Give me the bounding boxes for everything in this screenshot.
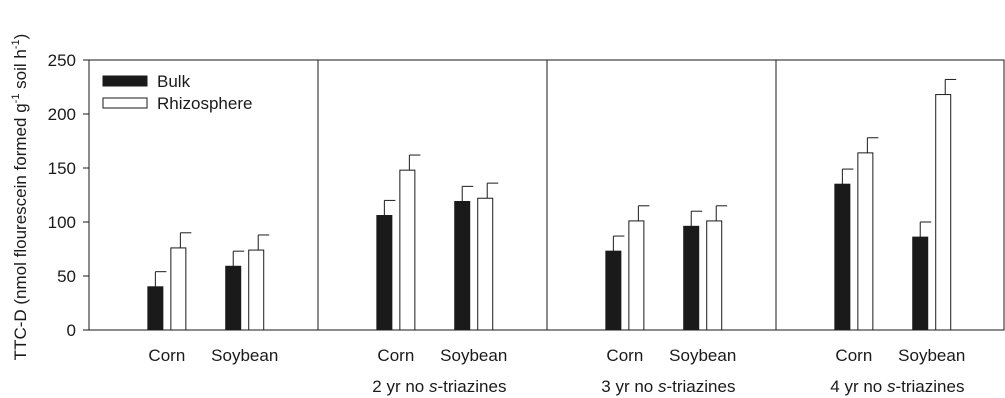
panel-label-part: 3 yr no bbox=[601, 377, 658, 396]
legend: Bulk Rhizosphere bbox=[102, 72, 252, 113]
panel-label-italic: s bbox=[887, 377, 896, 396]
x-category-label: Soybean bbox=[898, 346, 965, 365]
x-category-label: Corn bbox=[377, 346, 414, 365]
bar-bulk bbox=[454, 200, 471, 331]
bar-rhizosphere bbox=[399, 169, 416, 331]
y-tick-label: 250 bbox=[48, 51, 76, 70]
x-category-label: Corn bbox=[606, 346, 643, 365]
bar-rhizosphere bbox=[857, 152, 874, 331]
panel-label-part: -triazines bbox=[895, 377, 964, 396]
legend-label: Rhizosphere bbox=[157, 94, 252, 113]
bar-bulk bbox=[376, 215, 393, 331]
panel-label-part: 2 yr no bbox=[372, 377, 429, 396]
bar-bulk bbox=[683, 225, 700, 331]
y-tick-label: 50 bbox=[57, 267, 76, 286]
x-category-label: Soybean bbox=[669, 346, 736, 365]
panel-label-part: 4 yr no bbox=[830, 377, 887, 396]
panel-label: 2 yr no s-triazines bbox=[372, 377, 506, 396]
x-category-label: Corn bbox=[148, 346, 185, 365]
bar-rhizosphere bbox=[628, 220, 645, 331]
y-tick-label: 200 bbox=[48, 105, 76, 124]
bar-bulk bbox=[834, 183, 851, 331]
panel-label-italic: s bbox=[429, 377, 438, 396]
panel-label: 4 yr no s-triazines bbox=[830, 377, 964, 396]
plot-area: 0 50 100 150 200 250 Corn Soybean Corn Soybean 2 y… bbox=[48, 51, 1005, 396]
bar-bulk bbox=[225, 265, 242, 331]
bar-bulk bbox=[605, 250, 622, 331]
legend-swatch bbox=[102, 75, 148, 87]
bar-rhizosphere bbox=[706, 220, 723, 331]
panel-label-part: -triazines bbox=[666, 377, 735, 396]
y-tick-label: 150 bbox=[48, 159, 76, 178]
x-category-label: Soybean bbox=[211, 346, 278, 365]
y-axis-title: TTC-D (nmol flourescein formed g-1 soil … bbox=[10, 34, 30, 361]
legend-label: Bulk bbox=[157, 72, 191, 91]
bar-rhizosphere bbox=[935, 94, 952, 331]
bar-rhizosphere bbox=[248, 249, 265, 331]
y-tick-label: 100 bbox=[48, 213, 76, 232]
panel-label: 3 yr no s-triazines bbox=[601, 377, 735, 396]
y-tick-label: 0 bbox=[67, 321, 76, 340]
y-axis-label: TTC-D (nmol flourescein formed g-1 soil … bbox=[10, 34, 30, 361]
x-category-label: Corn bbox=[835, 346, 872, 365]
panel-label-italic: s bbox=[658, 377, 667, 396]
bar-bulk bbox=[147, 286, 164, 331]
bar-rhizosphere bbox=[477, 197, 494, 331]
bar-bulk bbox=[912, 236, 929, 331]
panel-label-part: -triazines bbox=[437, 377, 506, 396]
x-category-label: Soybean bbox=[440, 346, 507, 365]
legend-swatch bbox=[102, 97, 148, 109]
bar-rhizosphere bbox=[170, 247, 187, 331]
